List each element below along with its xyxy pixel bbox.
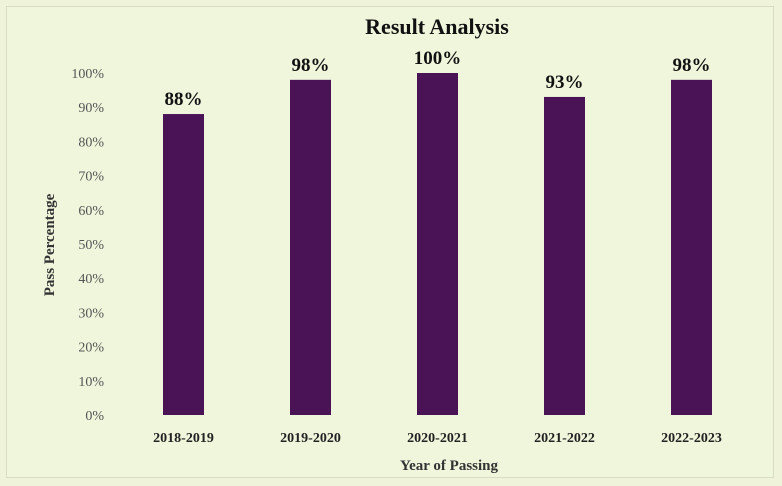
data-label: 100% <box>414 48 462 69</box>
x-axis-ticks: 2018-2019 2019-2020 2020-2021 2021-2022 2022… <box>153 431 722 446</box>
data-labels-group: 88% 98% 100% 93% 98% <box>165 48 711 110</box>
y-tick-label: 50% <box>78 238 104 253</box>
data-label: 98% <box>292 55 330 76</box>
data-label: 98% <box>673 55 711 76</box>
bar-2018-2019 <box>163 114 204 415</box>
y-tick-label: 30% <box>78 306 104 321</box>
chart-frame <box>6 6 774 478</box>
x-tick-label: 2020-2021 <box>407 431 468 446</box>
bars-group <box>163 73 712 415</box>
y-tick-label: 70% <box>78 170 104 185</box>
data-label: 93% <box>546 72 584 93</box>
y-axis-ticks: 0% 10% 20% 30% 40% 50% 60% 70% 80% 90% 100% <box>71 67 104 424</box>
x-tick-label: 2021-2022 <box>534 431 595 446</box>
x-tick-label: 2019-2020 <box>280 431 341 446</box>
chart-title: Result Analysis <box>365 14 509 39</box>
bar-2021-2022 <box>544 96 585 415</box>
y-tick-label: 0% <box>85 409 104 424</box>
y-tick-label: 20% <box>78 341 104 356</box>
x-axis-title: Year of Passing <box>400 458 499 474</box>
y-tick-label: 10% <box>78 375 104 390</box>
y-axis-title: Pass Percentage <box>42 193 58 296</box>
bar-2022-2023 <box>671 79 712 415</box>
x-tick-label: 2018-2019 <box>153 431 214 446</box>
y-tick-label: 60% <box>78 204 104 219</box>
y-tick-label: 90% <box>78 101 104 116</box>
y-tick-label: 40% <box>78 272 104 287</box>
bar-2019-2020 <box>290 79 331 415</box>
bar-2020-2021 <box>417 73 458 415</box>
data-label: 88% <box>165 89 203 110</box>
x-tick-label: 2022-2023 <box>661 431 722 446</box>
y-tick-label: 80% <box>78 135 104 150</box>
y-tick-label: 100% <box>71 67 104 82</box>
